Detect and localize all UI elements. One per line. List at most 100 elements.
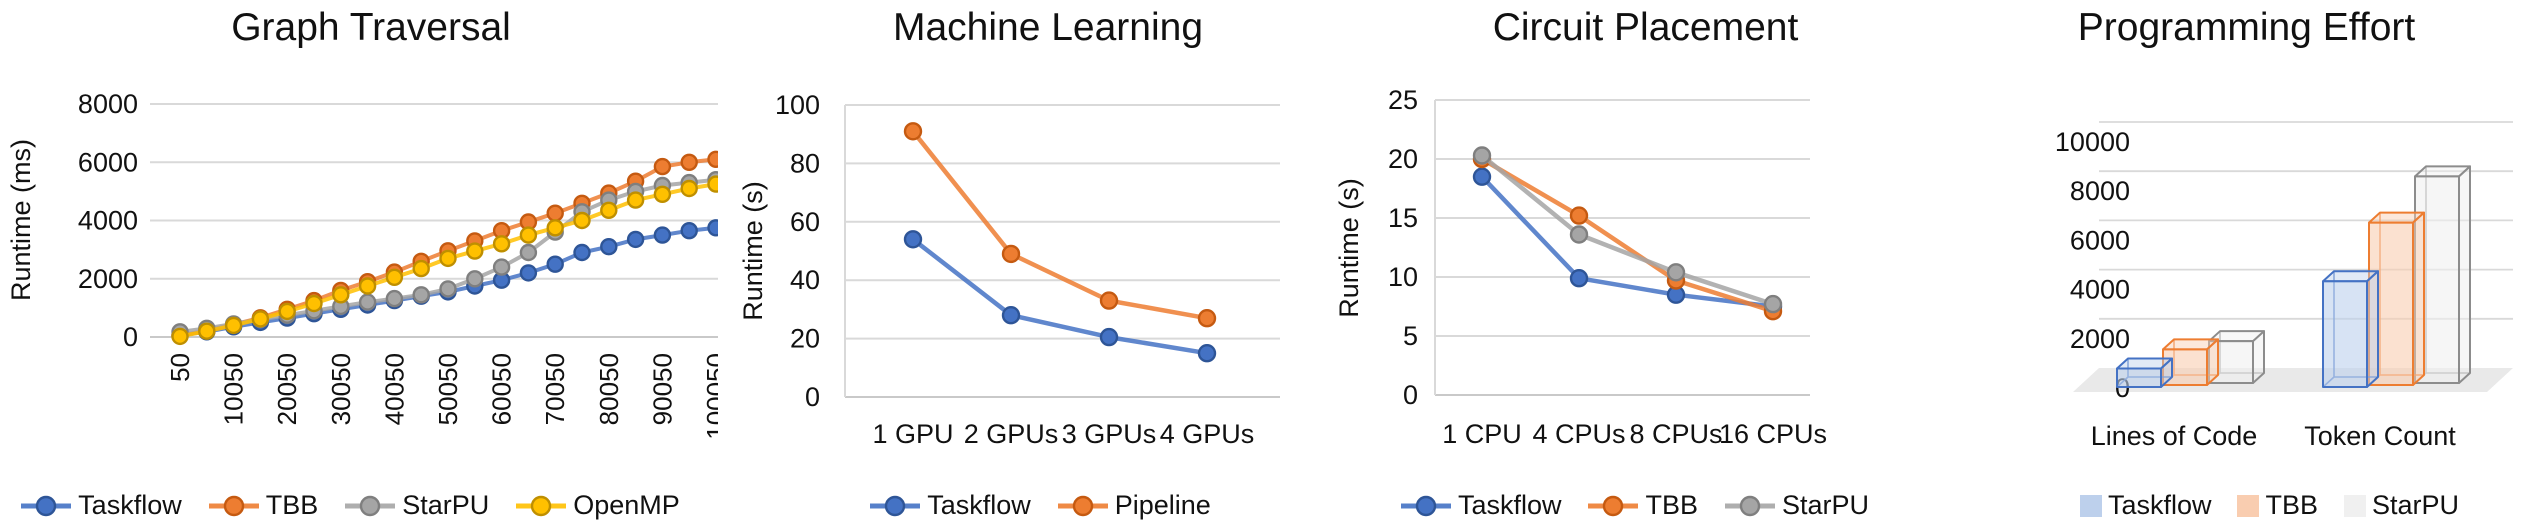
marker bbox=[1763, 294, 1783, 314]
legend-item-taskflow: Taskflow bbox=[1400, 490, 1562, 521]
series-openmp bbox=[171, 175, 718, 346]
marker bbox=[1001, 244, 1021, 264]
marker bbox=[653, 226, 672, 244]
x-tick-label: 10050 bbox=[219, 353, 249, 425]
marker bbox=[1472, 167, 1492, 186]
marker bbox=[385, 289, 404, 308]
y-tick-label: 8000 bbox=[2070, 176, 2130, 206]
x-tick-label: Lines of Code bbox=[2091, 421, 2258, 451]
chart-machine-learning: Machine Learning Runtime (s) 0 20 40 60 80 10… bbox=[718, 0, 1290, 529]
marker bbox=[519, 264, 538, 282]
legend-label: Taskflow bbox=[1457, 490, 1562, 520]
marker bbox=[707, 175, 718, 193]
marker bbox=[707, 219, 718, 237]
x-tick-label: 8 CPUs bbox=[1629, 419, 1722, 449]
legend-marker bbox=[360, 495, 381, 516]
marker bbox=[1099, 291, 1119, 310]
legend-marker bbox=[531, 495, 552, 516]
marker bbox=[439, 280, 457, 298]
machine-learning-plot: Runtime (s) 0 20 40 60 80 100 1 GPU 2 GPUs 3 GPU… bbox=[738, 90, 1280, 449]
y-tick-label: 25 bbox=[1388, 85, 1418, 115]
marker bbox=[707, 150, 718, 168]
bar-front-face bbox=[2116, 367, 2162, 388]
legend-marker bbox=[1415, 495, 1437, 516]
plot-area: 0 20 40 60 80 100 1 GPU 2 GPUs 3 GPUs 4 GPUs bbox=[775, 90, 1280, 449]
legend-marker bbox=[1739, 495, 1761, 516]
marker bbox=[358, 277, 377, 295]
legend-line-marker-icon bbox=[208, 495, 259, 516]
marker bbox=[439, 249, 457, 268]
x-tick-label: 80050 bbox=[594, 353, 624, 425]
marker bbox=[1569, 225, 1589, 244]
marker bbox=[1099, 327, 1119, 347]
marker bbox=[1197, 344, 1217, 363]
series-line bbox=[910, 237, 1210, 356]
marker bbox=[1001, 306, 1021, 325]
marker bbox=[492, 258, 511, 276]
y-tick-label: 2000 bbox=[78, 264, 138, 294]
marker bbox=[358, 293, 377, 311]
legend-line-marker-icon bbox=[1588, 495, 1639, 516]
y-tick-label: 4000 bbox=[2070, 275, 2130, 305]
legend-item-taskflow: Taskflow bbox=[869, 490, 1031, 521]
legend-label: TBB bbox=[2265, 490, 2318, 520]
legend-label: StarPU bbox=[1782, 490, 1870, 520]
chart-title-machine-learning: Machine Learning bbox=[892, 6, 1204, 49]
marker bbox=[600, 237, 618, 256]
bar-front-face bbox=[2322, 280, 2368, 388]
y-tick-label: 0 bbox=[1403, 380, 1418, 410]
legend-circuit-placement: Taskflow TBB StarPU bbox=[1317, 490, 1952, 521]
y-axis-title: Runtime (ms) bbox=[6, 139, 36, 301]
circuit-placement-plot: Runtime (s) 0 5 10 15 20 25 1 CPU 4 CPUs 8 CPUs1… bbox=[1334, 85, 1827, 449]
y-tick-label: 20 bbox=[1388, 144, 1418, 174]
y-tick-labels: 0200040006000800010000 bbox=[2055, 127, 2130, 403]
marker bbox=[385, 268, 404, 286]
series-taskflow bbox=[903, 230, 1217, 363]
x-tick-label: 50050 bbox=[433, 353, 463, 425]
y-tick-label: 6000 bbox=[2070, 225, 2130, 255]
series-line bbox=[1479, 156, 1776, 314]
x-tick-label: 3 GPUs bbox=[1062, 419, 1157, 449]
x-tick-label: 2 GPUs bbox=[964, 419, 1059, 449]
series-line bbox=[910, 129, 1210, 321]
legend-label: Pipeline bbox=[1114, 490, 1211, 520]
legend-item-taskflow: Taskflow bbox=[2079, 490, 2211, 521]
marker bbox=[466, 242, 484, 260]
series-line bbox=[1479, 153, 1776, 307]
y-tick-label: 4000 bbox=[78, 206, 138, 236]
marker bbox=[492, 235, 511, 253]
marker bbox=[1569, 206, 1589, 225]
legend-item-starpu: StarPU bbox=[2344, 490, 2459, 521]
legend-item-openmp: OpenMP bbox=[515, 490, 680, 521]
legend-item-tbb: TBB bbox=[2237, 490, 2318, 521]
legend-label: TBB bbox=[1645, 490, 1698, 520]
legend-line-marker-icon bbox=[345, 495, 396, 516]
x-tick-labels: 50 10050 20050 30050 40050 50050 60050 70050 800… bbox=[165, 353, 718, 440]
y-tick-label: 0 bbox=[123, 322, 138, 352]
legend-line-marker-icon bbox=[21, 495, 72, 516]
marker bbox=[198, 322, 216, 340]
chart-title-circuit-placement: Circuit Placement bbox=[1492, 6, 1799, 49]
marker bbox=[278, 302, 296, 321]
chart-circuit-placement: Circuit Placement Runtime (s) 0 5 10 15 20 25… bbox=[1290, 0, 1925, 529]
marker bbox=[305, 294, 323, 313]
legend-label: StarPU bbox=[402, 490, 490, 520]
legend-label: TBB bbox=[265, 490, 319, 520]
bar-side-face bbox=[2252, 330, 2265, 384]
x-tick-label: 1 GPU bbox=[872, 419, 953, 449]
legend-swatch-icon bbox=[2344, 494, 2366, 517]
gridlines bbox=[150, 103, 718, 338]
series-tbb bbox=[2162, 211, 2425, 386]
legend-line-marker-icon bbox=[1400, 495, 1451, 516]
marker bbox=[903, 230, 923, 249]
marker bbox=[903, 122, 923, 141]
legend-marker bbox=[1072, 495, 1093, 516]
x-tick-label: Token Count bbox=[2304, 421, 2456, 451]
programming-effort-plot: 0200040006000800010000Lines of CodeToken… bbox=[2055, 121, 2513, 451]
marker bbox=[680, 221, 698, 240]
x-tick-label: 4 CPUs bbox=[1532, 419, 1625, 449]
marker bbox=[653, 157, 672, 176]
chart-title-programming-effort: Programming Effort bbox=[2077, 6, 2416, 49]
